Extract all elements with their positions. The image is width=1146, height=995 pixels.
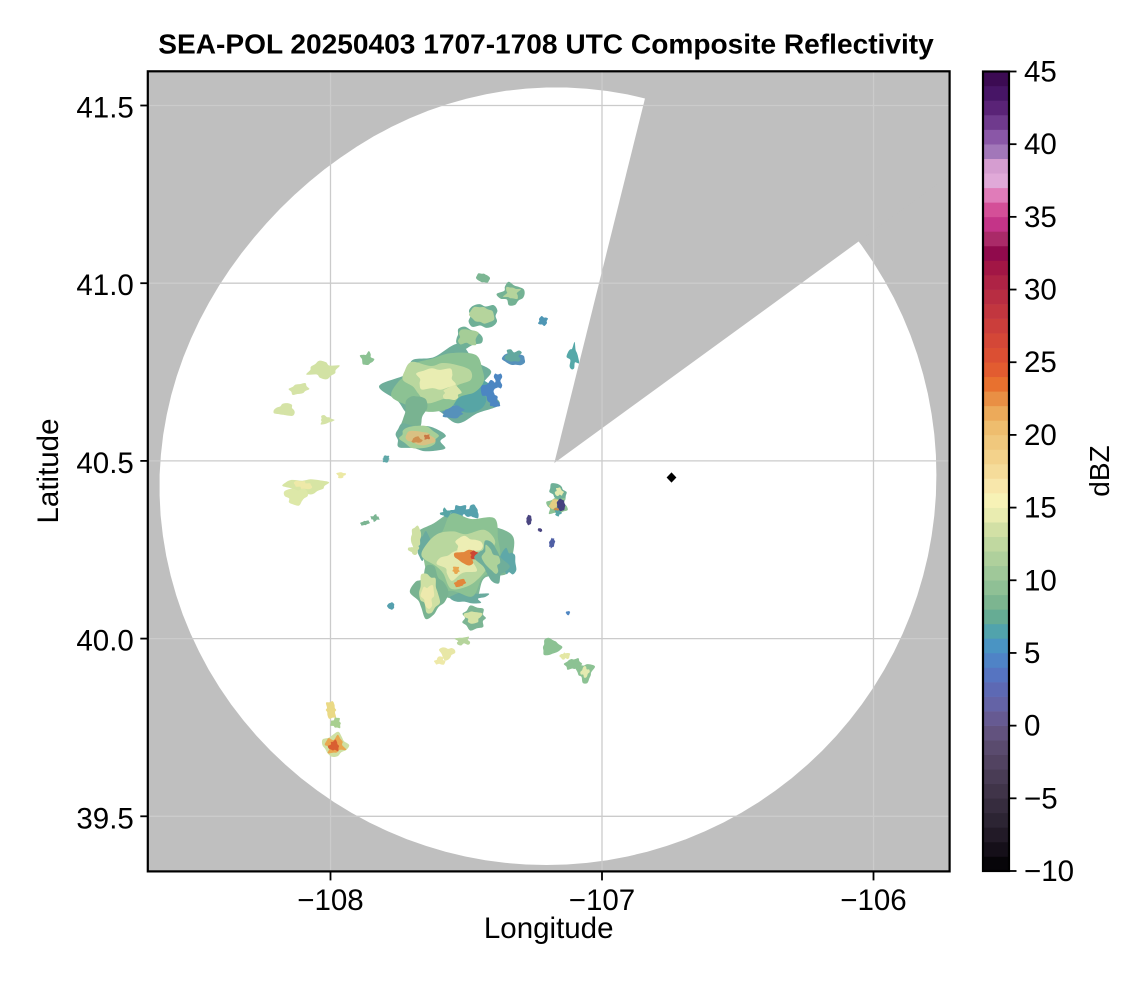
svg-text:20: 20 (1024, 419, 1057, 452)
svg-text:0: 0 (1024, 710, 1040, 743)
svg-text:−107: −107 (569, 884, 635, 917)
svg-text:dBZ: dBZ (1084, 445, 1115, 496)
svg-text:40: 40 (1024, 128, 1057, 161)
svg-text:−5: −5 (1024, 782, 1058, 815)
svg-text:30: 30 (1024, 274, 1057, 307)
svg-text:40.5: 40.5 (76, 447, 133, 480)
svg-text:−108: −108 (297, 884, 363, 917)
svg-text:41.5: 41.5 (76, 92, 133, 125)
svg-text:Longitude: Longitude (484, 912, 614, 945)
svg-text:10: 10 (1024, 564, 1057, 597)
svg-text:39.5: 39.5 (76, 802, 133, 835)
svg-text:−106: −106 (840, 884, 906, 917)
svg-text:40.0: 40.0 (76, 625, 133, 658)
svg-text:−10: −10 (1024, 855, 1074, 888)
svg-text:15: 15 (1024, 492, 1057, 525)
svg-text:5: 5 (1024, 637, 1040, 670)
svg-text:45: 45 (1024, 56, 1057, 89)
svg-text:Latitude: Latitude (32, 419, 65, 524)
svg-text:35: 35 (1024, 201, 1057, 234)
svg-text:SEA-POL 20250403 1707-1708 UTC: SEA-POL 20250403 1707-1708 UTC Composite… (158, 29, 934, 60)
svg-text:25: 25 (1024, 346, 1057, 379)
svg-text:41.0: 41.0 (76, 269, 133, 302)
